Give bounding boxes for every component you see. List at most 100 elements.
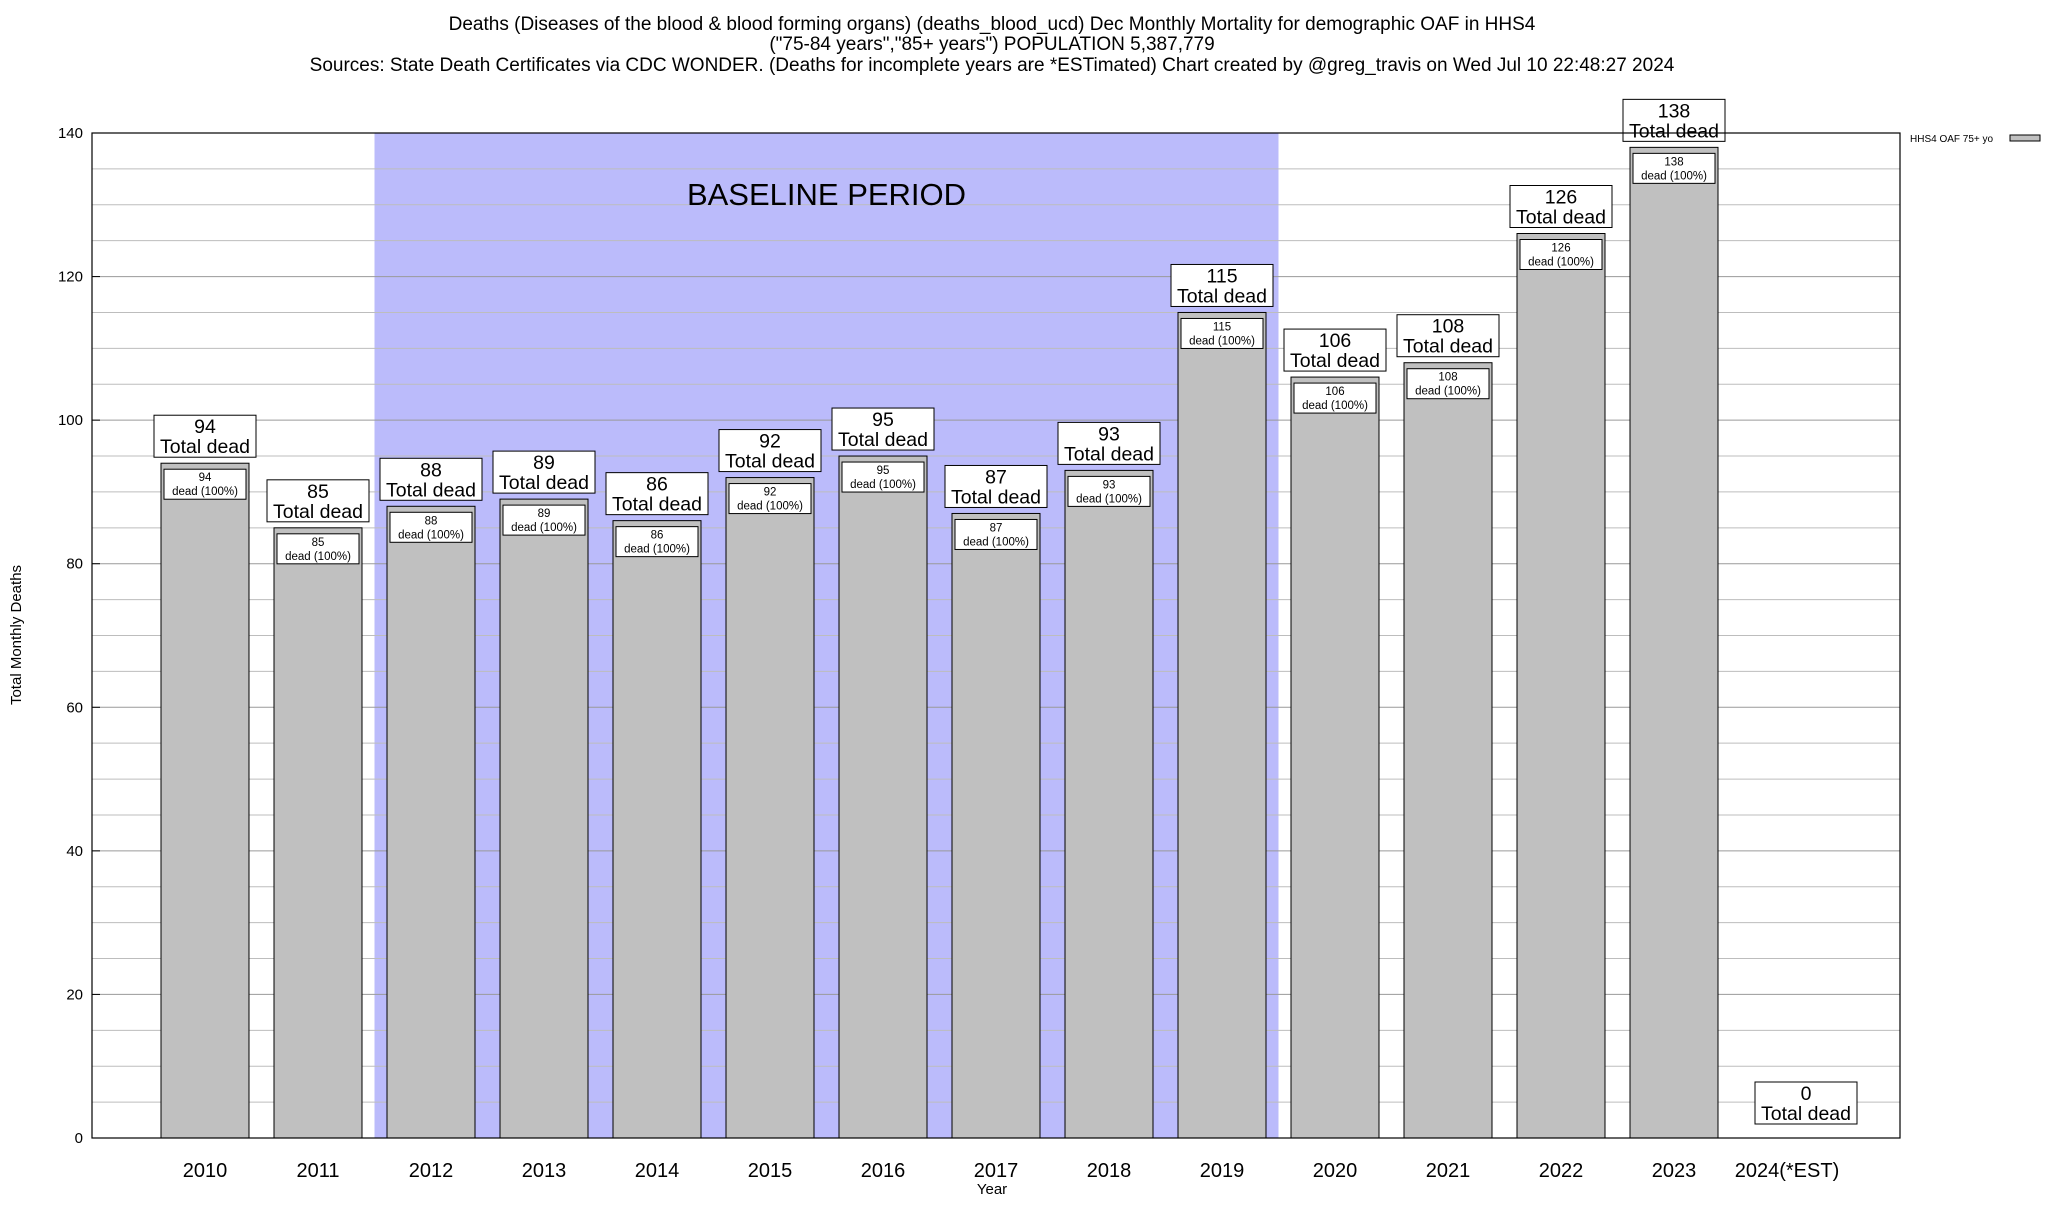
x-tick-label: 2024(*EST) [1735,1160,1840,1182]
total-label-text: Total dead [838,429,928,451]
x-tick-label: 2015 [748,1160,793,1182]
y-tick-label: 140 [58,125,83,142]
inner-label-text: dead (100%) [1189,335,1255,347]
bar-2021 [1404,363,1492,1138]
x-tick-label: 2013 [522,1160,567,1182]
y-tick-label: 100 [58,412,83,429]
inner-label-text: dead (100%) [398,529,464,541]
total-label-text: Total dead [386,479,476,501]
inner-label-value: 85 [312,537,325,549]
bar-2013 [500,499,588,1138]
inner-label-value: 89 [538,508,551,520]
x-tick-label: 2022 [1539,1160,1584,1182]
inner-label-text: dead (100%) [1641,170,1707,182]
total-label-text: Total dead [1403,336,1493,358]
total-label-value: 95 [872,409,894,431]
legend-label: HHS4 OAF 75+ yo [1910,134,1994,145]
total-label-value: 126 [1545,187,1578,209]
bar-2020 [1291,377,1379,1138]
x-axis-title: Year [977,1181,1007,1198]
baseline-label: BASELINE PERIOD [687,177,966,212]
inner-label-text: dead (100%) [624,544,690,556]
inner-label-value: 106 [1325,386,1344,398]
total-label-text: Total dead [951,486,1041,508]
x-tick-label: 2014 [635,1160,680,1182]
inner-label-value: 86 [651,530,664,542]
total-label-value: 94 [194,416,216,438]
legend-swatch [2010,135,2040,141]
total-label-text: Total dead [1516,207,1606,229]
x-tick-label: 2023 [1652,1160,1697,1182]
total-label-value: 92 [759,431,781,453]
total-label-value: 87 [985,466,1007,488]
bar-2018 [1065,470,1153,1138]
inner-label-value: 93 [1103,479,1116,491]
total-label-text: Total dead [1064,443,1154,465]
bar-2017 [952,513,1040,1138]
inner-label-text: dead (100%) [285,551,351,563]
total-label-text: Total dead [273,501,363,523]
inner-label-text: dead (100%) [963,536,1029,548]
inner-label-value: 138 [1664,156,1683,168]
total-label-text: Total dead [499,472,589,494]
inner-label-text: dead (100%) [172,486,238,498]
inner-label-text: dead (100%) [511,522,577,534]
inner-label-text: dead (100%) [737,501,803,513]
inner-label-text: dead (100%) [1302,400,1368,412]
bar-2019 [1178,312,1266,1138]
total-label-value: 85 [307,481,329,503]
inner-label-text: dead (100%) [1415,386,1481,398]
x-tick-label: 2018 [1087,1160,1132,1182]
total-label-text: Total dead [1290,350,1380,372]
chart-title-line: Deaths (Diseases of the blood & blood fo… [449,14,1536,35]
total-label-text: Total dead [1177,285,1267,307]
total-label-value: 106 [1319,330,1352,352]
y-tick-label: 40 [66,843,83,860]
x-tick-label: 2016 [861,1160,906,1182]
bar-2015 [726,478,814,1138]
y-tick-label: 120 [58,269,83,286]
bar-2022 [1517,234,1605,1139]
inner-label-text: dead (100%) [850,479,916,491]
inner-label-value: 108 [1438,372,1457,384]
total-label-text: Total dead [160,436,250,458]
total-label-text: Total dead [1761,1103,1851,1125]
total-label-value: 0 [1801,1083,1812,1105]
y-tick-label: 80 [66,556,83,573]
x-tick-label: 2011 [296,1160,339,1182]
total-label-value: 93 [1098,423,1120,445]
total-label-text: Total dead [1629,120,1719,142]
y-tick-label: 20 [66,986,83,1003]
x-tick-label: 2020 [1313,1160,1358,1182]
inner-label-value: 87 [990,522,1003,534]
bar-2011 [274,528,362,1138]
y-tick-label: 0 [75,1130,83,1147]
inner-label-text: dead (100%) [1528,257,1594,269]
inner-label-value: 88 [425,515,438,527]
total-label-value: 138 [1658,100,1691,122]
chart-title-line: ("75-84 years","85+ years") POPULATION 5… [769,34,1214,55]
x-tick-label: 2017 [974,1160,1019,1182]
bar-2016 [839,456,927,1138]
total-label-value: 115 [1206,265,1237,287]
bar-2023 [1630,147,1718,1138]
inner-label-text: dead (100%) [1076,493,1142,505]
inner-label-value: 126 [1551,243,1570,255]
chart-title-line: Sources: State Death Certificates via CD… [310,55,1675,76]
total-label-text: Total dead [612,494,702,516]
y-axis-title: Total Monthly Deaths [8,565,25,705]
bar-2014 [613,521,701,1138]
x-tick-label: 2012 [409,1160,454,1182]
total-label-value: 88 [420,459,442,481]
x-tick-label: 2019 [1200,1160,1245,1182]
inner-label-value: 95 [877,465,890,477]
inner-label-value: 115 [1213,321,1231,333]
total-label-value: 108 [1432,316,1465,338]
total-label-value: 89 [533,452,555,474]
x-tick-label: 2010 [183,1160,228,1182]
bar-2012 [387,506,475,1138]
total-label-value: 86 [646,474,668,496]
inner-label-value: 92 [764,487,777,499]
